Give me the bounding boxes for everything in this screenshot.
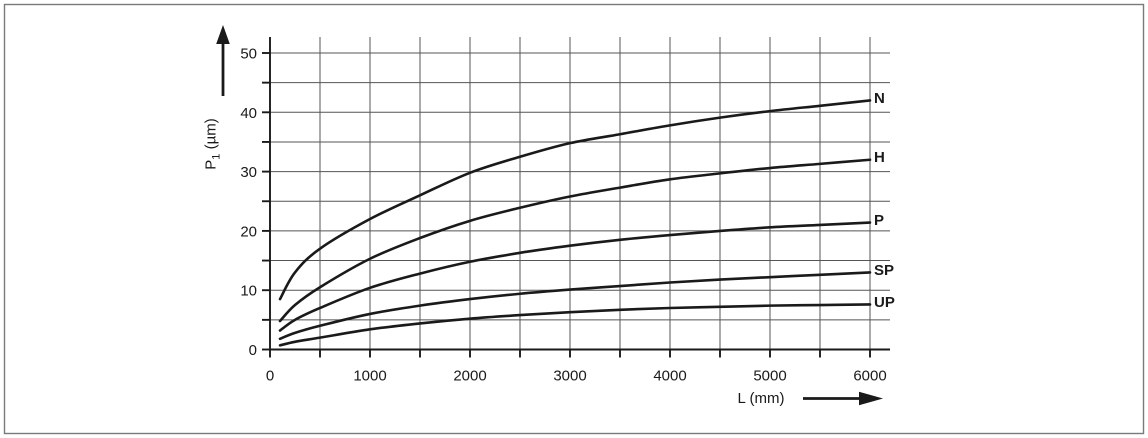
x-tick-label: 5000: [753, 368, 786, 385]
curve-UP: [278, 303, 872, 347]
y-axis-title: P1 (µm): [203, 118, 223, 169]
y-tick-label: 40: [240, 105, 257, 122]
x-tick-label: 0: [266, 368, 274, 385]
curve-label-UP: UP: [874, 294, 895, 311]
curve-labels: N H P SP UP: [874, 90, 895, 311]
x-axis-arrow-icon: [803, 391, 883, 406]
curve-SP: [278, 271, 872, 341]
y-tick-label: 0: [249, 342, 257, 359]
curve-H: [278, 158, 872, 323]
x-tick-label: 1000: [353, 368, 386, 385]
page-border: [3, 3, 1145, 435]
curve-label-H: H: [874, 149, 885, 166]
x-axis-title: L (mm): [738, 390, 785, 407]
gridlines: [269, 37, 890, 350]
curves: [278, 99, 872, 347]
x-tick-label: 6000: [853, 368, 886, 385]
y-axis-arrow-icon: [216, 25, 230, 96]
x-tick-label: 2000: [453, 368, 486, 385]
curve-label-N: N: [874, 90, 885, 107]
tick-labels: 0 10 20 30 40 50 0 1000 2000 3000 4000 5000 6000: [240, 46, 886, 385]
y-tick-label: 30: [240, 164, 257, 181]
curve-P: [278, 221, 872, 332]
y-tick-label: 20: [240, 223, 257, 240]
axes: [262, 37, 890, 358]
curve-label-P: P: [874, 212, 884, 229]
curve-N: [278, 99, 872, 301]
x-tick-label: 4000: [653, 368, 686, 385]
y-tick-label: 10: [240, 283, 257, 300]
curve-label-SP: SP: [874, 262, 894, 279]
x-tick-label: 3000: [553, 368, 586, 385]
y-tick-label: 50: [240, 46, 257, 63]
